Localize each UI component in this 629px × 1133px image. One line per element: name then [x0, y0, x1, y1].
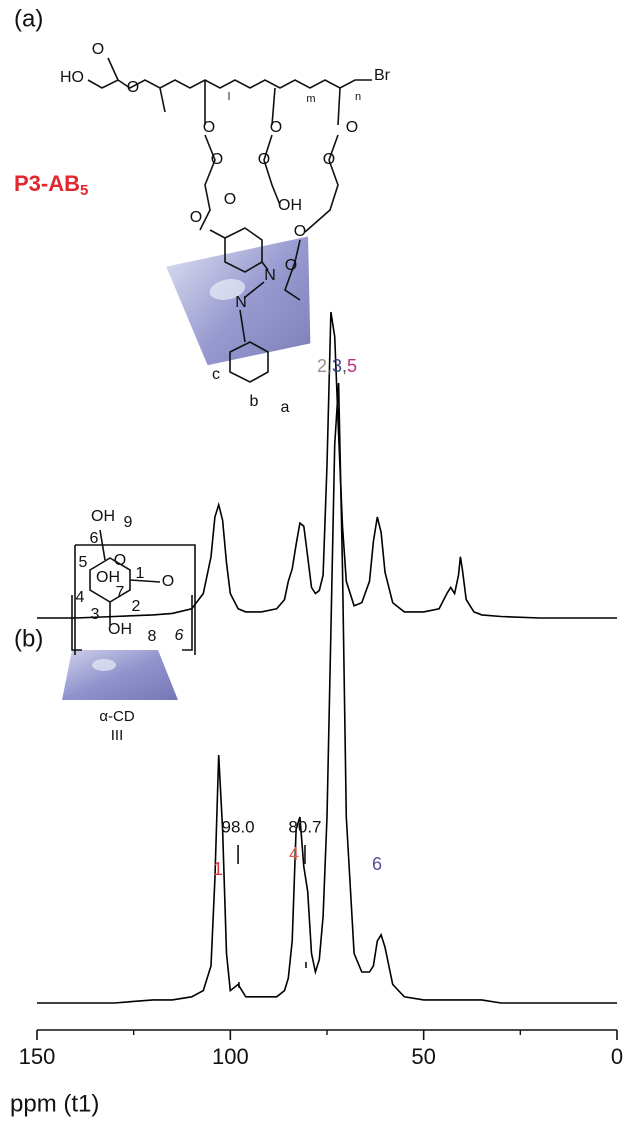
structure-label: 6	[175, 627, 184, 644]
structure-label: 8	[148, 628, 157, 645]
structure-label: c	[212, 366, 220, 383]
cd-index: III	[111, 727, 124, 744]
panel-label: (b)	[14, 625, 43, 652]
structure-label: O	[211, 151, 223, 168]
peak-label-part: 1	[213, 859, 223, 879]
structure-label: N	[235, 294, 247, 311]
x-tick-label: 0	[611, 1044, 623, 1069]
structure-label: OH	[91, 508, 115, 525]
structure-label: O	[270, 119, 282, 136]
structure-label: O	[92, 41, 104, 58]
peak-label: 2,3,5	[317, 356, 357, 376]
structure-label: O	[258, 151, 270, 168]
structure-label: 5	[79, 554, 88, 571]
peak-label: 1	[213, 859, 223, 879]
compound-label: P3-AB5	[14, 171, 88, 199]
structure-label: 4	[76, 589, 85, 606]
annotation: 98.0	[222, 817, 255, 836]
structure-label: O	[203, 119, 215, 136]
structure-label: OH	[96, 569, 120, 586]
x-tick-label: 50	[411, 1044, 435, 1069]
structure-label: b	[250, 393, 259, 410]
structure-label: HO	[60, 69, 84, 86]
structure-label: m	[306, 93, 315, 105]
structure-label: OH	[278, 197, 302, 214]
structure-label: n	[355, 91, 361, 103]
x-tick-label: 100	[212, 1044, 249, 1069]
annotation: 80.7	[288, 817, 321, 836]
peak-label-part: 4	[289, 844, 299, 864]
peak-label-part: 3	[332, 356, 342, 376]
spectrum-line	[37, 382, 617, 1004]
panel-label: (a)	[14, 5, 43, 32]
structure-label: O	[323, 151, 335, 168]
structure-label: O	[224, 191, 236, 208]
peak-label-part: 2	[317, 356, 327, 376]
peak-label: 6	[372, 854, 382, 874]
structure-label: O	[162, 573, 174, 590]
structure-label: O	[285, 257, 297, 274]
structure-label: 3	[91, 606, 100, 623]
structure-label: 6	[90, 530, 99, 547]
compound-subscript: 5	[80, 182, 88, 199]
x-axis-label: ppm (t1)	[10, 1090, 99, 1117]
x-tick-label: 150	[19, 1044, 56, 1069]
structure-label: N	[264, 267, 276, 284]
spectrum-line	[37, 311, 617, 619]
structure-label: 2	[132, 598, 141, 615]
structure-label: O	[190, 209, 202, 226]
glucose-structure	[71, 529, 196, 655]
structure-label: O	[114, 552, 126, 569]
structure-label: 7	[116, 584, 125, 601]
peak-label-part: ,	[342, 356, 347, 376]
structure-label: OH	[108, 621, 132, 638]
peak-label-part: ,	[327, 356, 332, 376]
peak-label: 4	[289, 844, 299, 864]
compound-name: P3-AB	[14, 171, 80, 196]
cd-label: α-CD	[99, 708, 134, 725]
structure-label: Br	[374, 67, 391, 84]
structure-label: l	[228, 91, 230, 103]
cyclodextrin-cup	[166, 236, 311, 366]
peak-label-part: 5	[347, 356, 357, 376]
structure-label: a	[281, 399, 290, 416]
structure-label: O	[346, 119, 358, 136]
structure-bonds	[87, 57, 372, 383]
structure-label: O	[294, 223, 306, 240]
structure-label: 1	[136, 565, 145, 582]
structure-label: 9	[124, 514, 133, 531]
peak-label-part: 6	[372, 854, 382, 874]
structure-label: O	[127, 79, 139, 96]
cyclodextrin-cup	[62, 650, 178, 700]
